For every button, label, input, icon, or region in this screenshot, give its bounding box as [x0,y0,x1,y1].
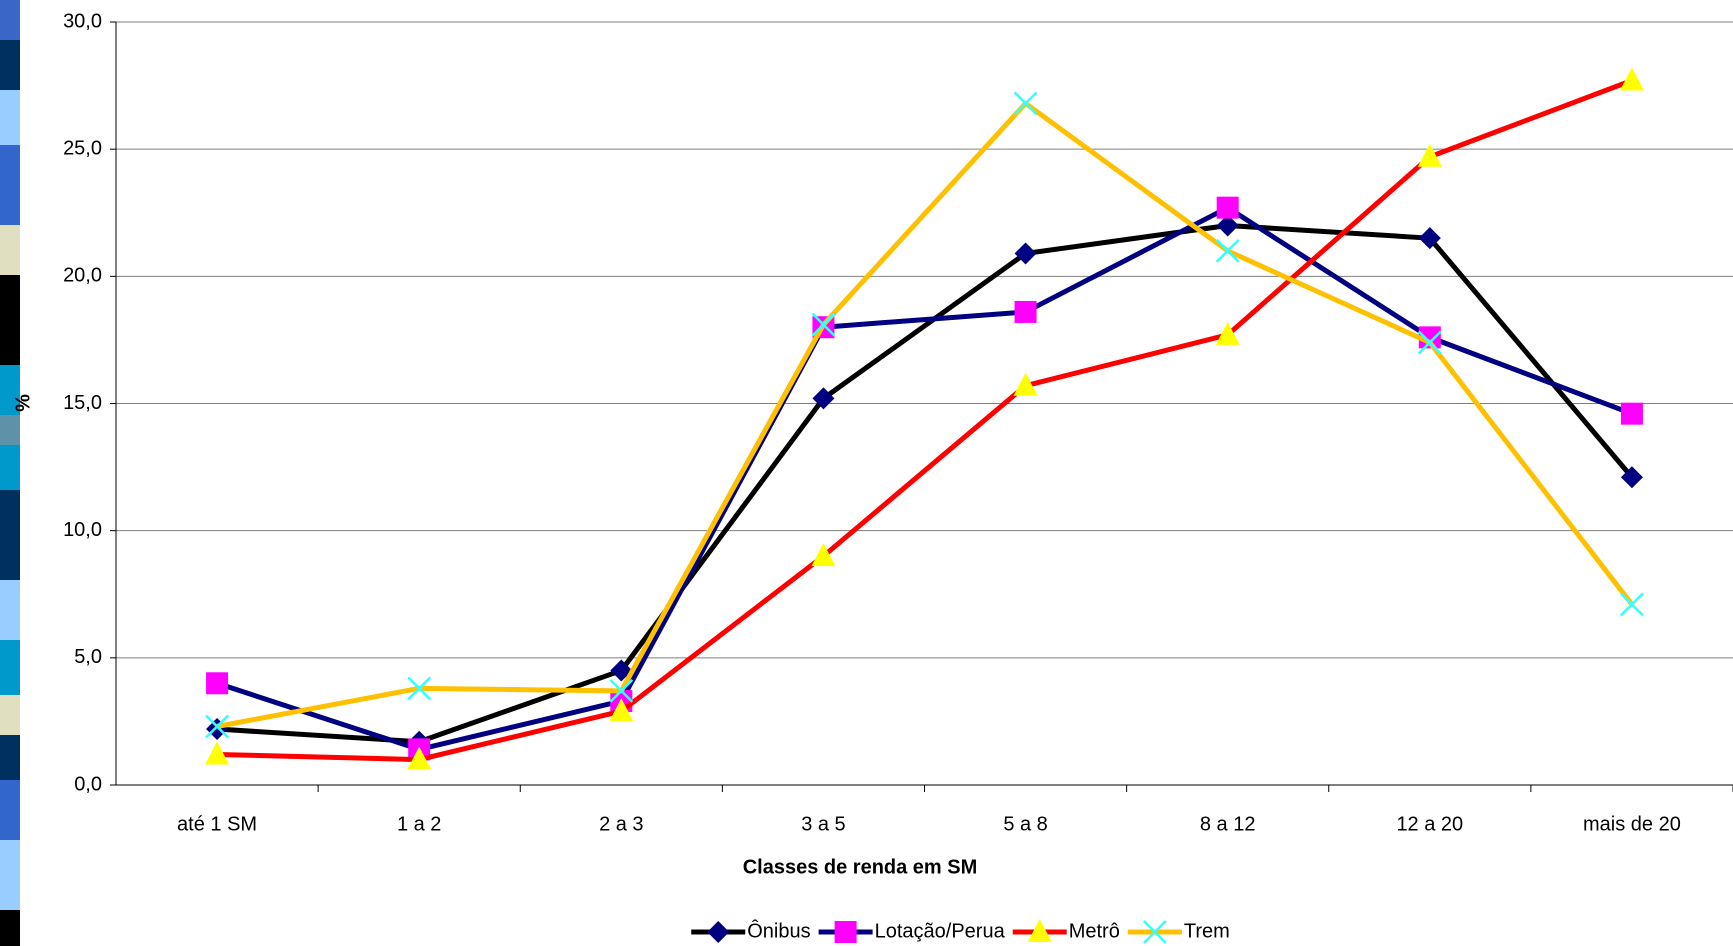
x-tick-label: até 1 SM [177,813,257,835]
y-tick-label: 30,0 [63,10,102,32]
marker [707,921,729,943]
series [206,214,1643,752]
x-tick-label: 2 a 3 [599,813,643,835]
legend-label: Trem [1184,920,1230,942]
series-line [217,225,1632,741]
x-tick-label: 5 a 8 [1003,813,1047,835]
marker [206,672,228,694]
y-tick-label: 25,0 [63,137,102,159]
marker [1015,92,1037,114]
x-tick-label: mais de 20 [1583,813,1681,835]
marker [1621,593,1643,615]
legend-label: Lotação/Perua [875,920,1006,942]
x-tick-label: 1 a 2 [397,813,441,835]
x-axis-title: Classes de renda em SM [743,856,978,878]
x-tick-label: 8 a 12 [1200,813,1256,835]
marker [1217,240,1239,262]
legend-label: Ônibus [747,919,810,942]
x-tick-label: 12 a 20 [1396,813,1463,835]
marker [1620,67,1644,90]
marker [1015,301,1037,323]
marker [835,921,857,943]
y-tick-label: 0,0 [74,773,102,795]
decor-strip [0,0,20,946]
chart: Classes de renda em SM % 0,0 5,0 10,0 15,0 2… [0,0,1733,946]
marker [206,718,228,740]
y-axis-title: % [12,394,34,412]
marker [1621,403,1643,425]
series [206,197,1643,761]
y-tick-label: 15,0 [63,392,102,414]
series [205,67,1644,769]
series-line [217,103,1632,726]
marker [1217,197,1239,219]
series [206,92,1643,737]
series-line [217,208,1632,750]
legend: Ônibus Lotação/Perua Metrô Trem [691,919,1230,943]
x-tick-label: 3 a 5 [801,813,845,835]
legend-label: Metrô [1069,920,1120,942]
y-tick-label: 20,0 [63,265,102,287]
y-tick-label: 10,0 [63,519,102,541]
y-tick-label: 5,0 [74,646,102,668]
